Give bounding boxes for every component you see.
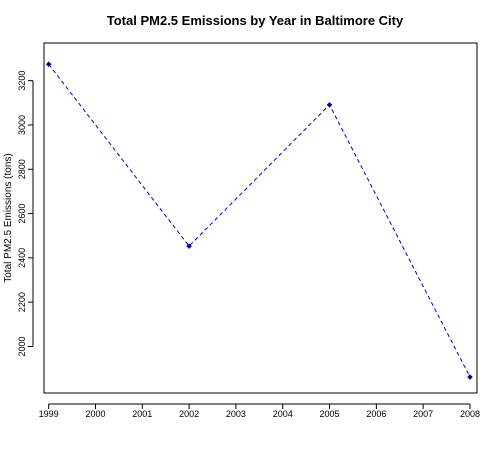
- y-axis-label: Total PM2.5 Emissions (tons): [3, 153, 14, 283]
- data-point: [45, 61, 52, 68]
- y-axis: 2000 2200 2400 2600 2800 3000 3200: [17, 71, 34, 356]
- data-point: [467, 374, 473, 380]
- series-layer: [45, 61, 473, 380]
- x-tick-label: 2001: [132, 409, 152, 419]
- x-tick-label: 2007: [413, 409, 433, 419]
- x-tick-label: 2006: [366, 409, 386, 419]
- y-tick-label: 3000: [17, 115, 27, 135]
- chart-title: Total PM2.5 Emissions by Year in Baltimo…: [107, 13, 404, 28]
- y-tick-label: 2200: [17, 292, 27, 312]
- plot-frame: [43, 42, 478, 394]
- data-point: [186, 243, 192, 249]
- x-tick-label: 2008: [460, 409, 480, 419]
- data-point: [326, 102, 333, 108]
- x-axis: 1999 2000 2001 2002 2003 2004 2005 2006 2007 2008: [39, 403, 480, 419]
- x-tick-label: 2000: [85, 409, 105, 419]
- x-tick-label: 2003: [226, 409, 246, 419]
- series-line: [48, 63, 471, 378]
- x-tick-label: 2004: [273, 409, 293, 419]
- x-tick-label: 2005: [320, 409, 340, 419]
- y-tick-label: 2400: [17, 248, 27, 268]
- y-tick-label: 2000: [17, 336, 27, 356]
- x-tick-label: 2002: [179, 409, 199, 419]
- x-tick-label: 1999: [39, 409, 59, 419]
- y-tick-label: 2800: [17, 159, 27, 179]
- y-tick-label: 2600: [17, 204, 27, 224]
- y-tick-label: 3200: [17, 71, 27, 91]
